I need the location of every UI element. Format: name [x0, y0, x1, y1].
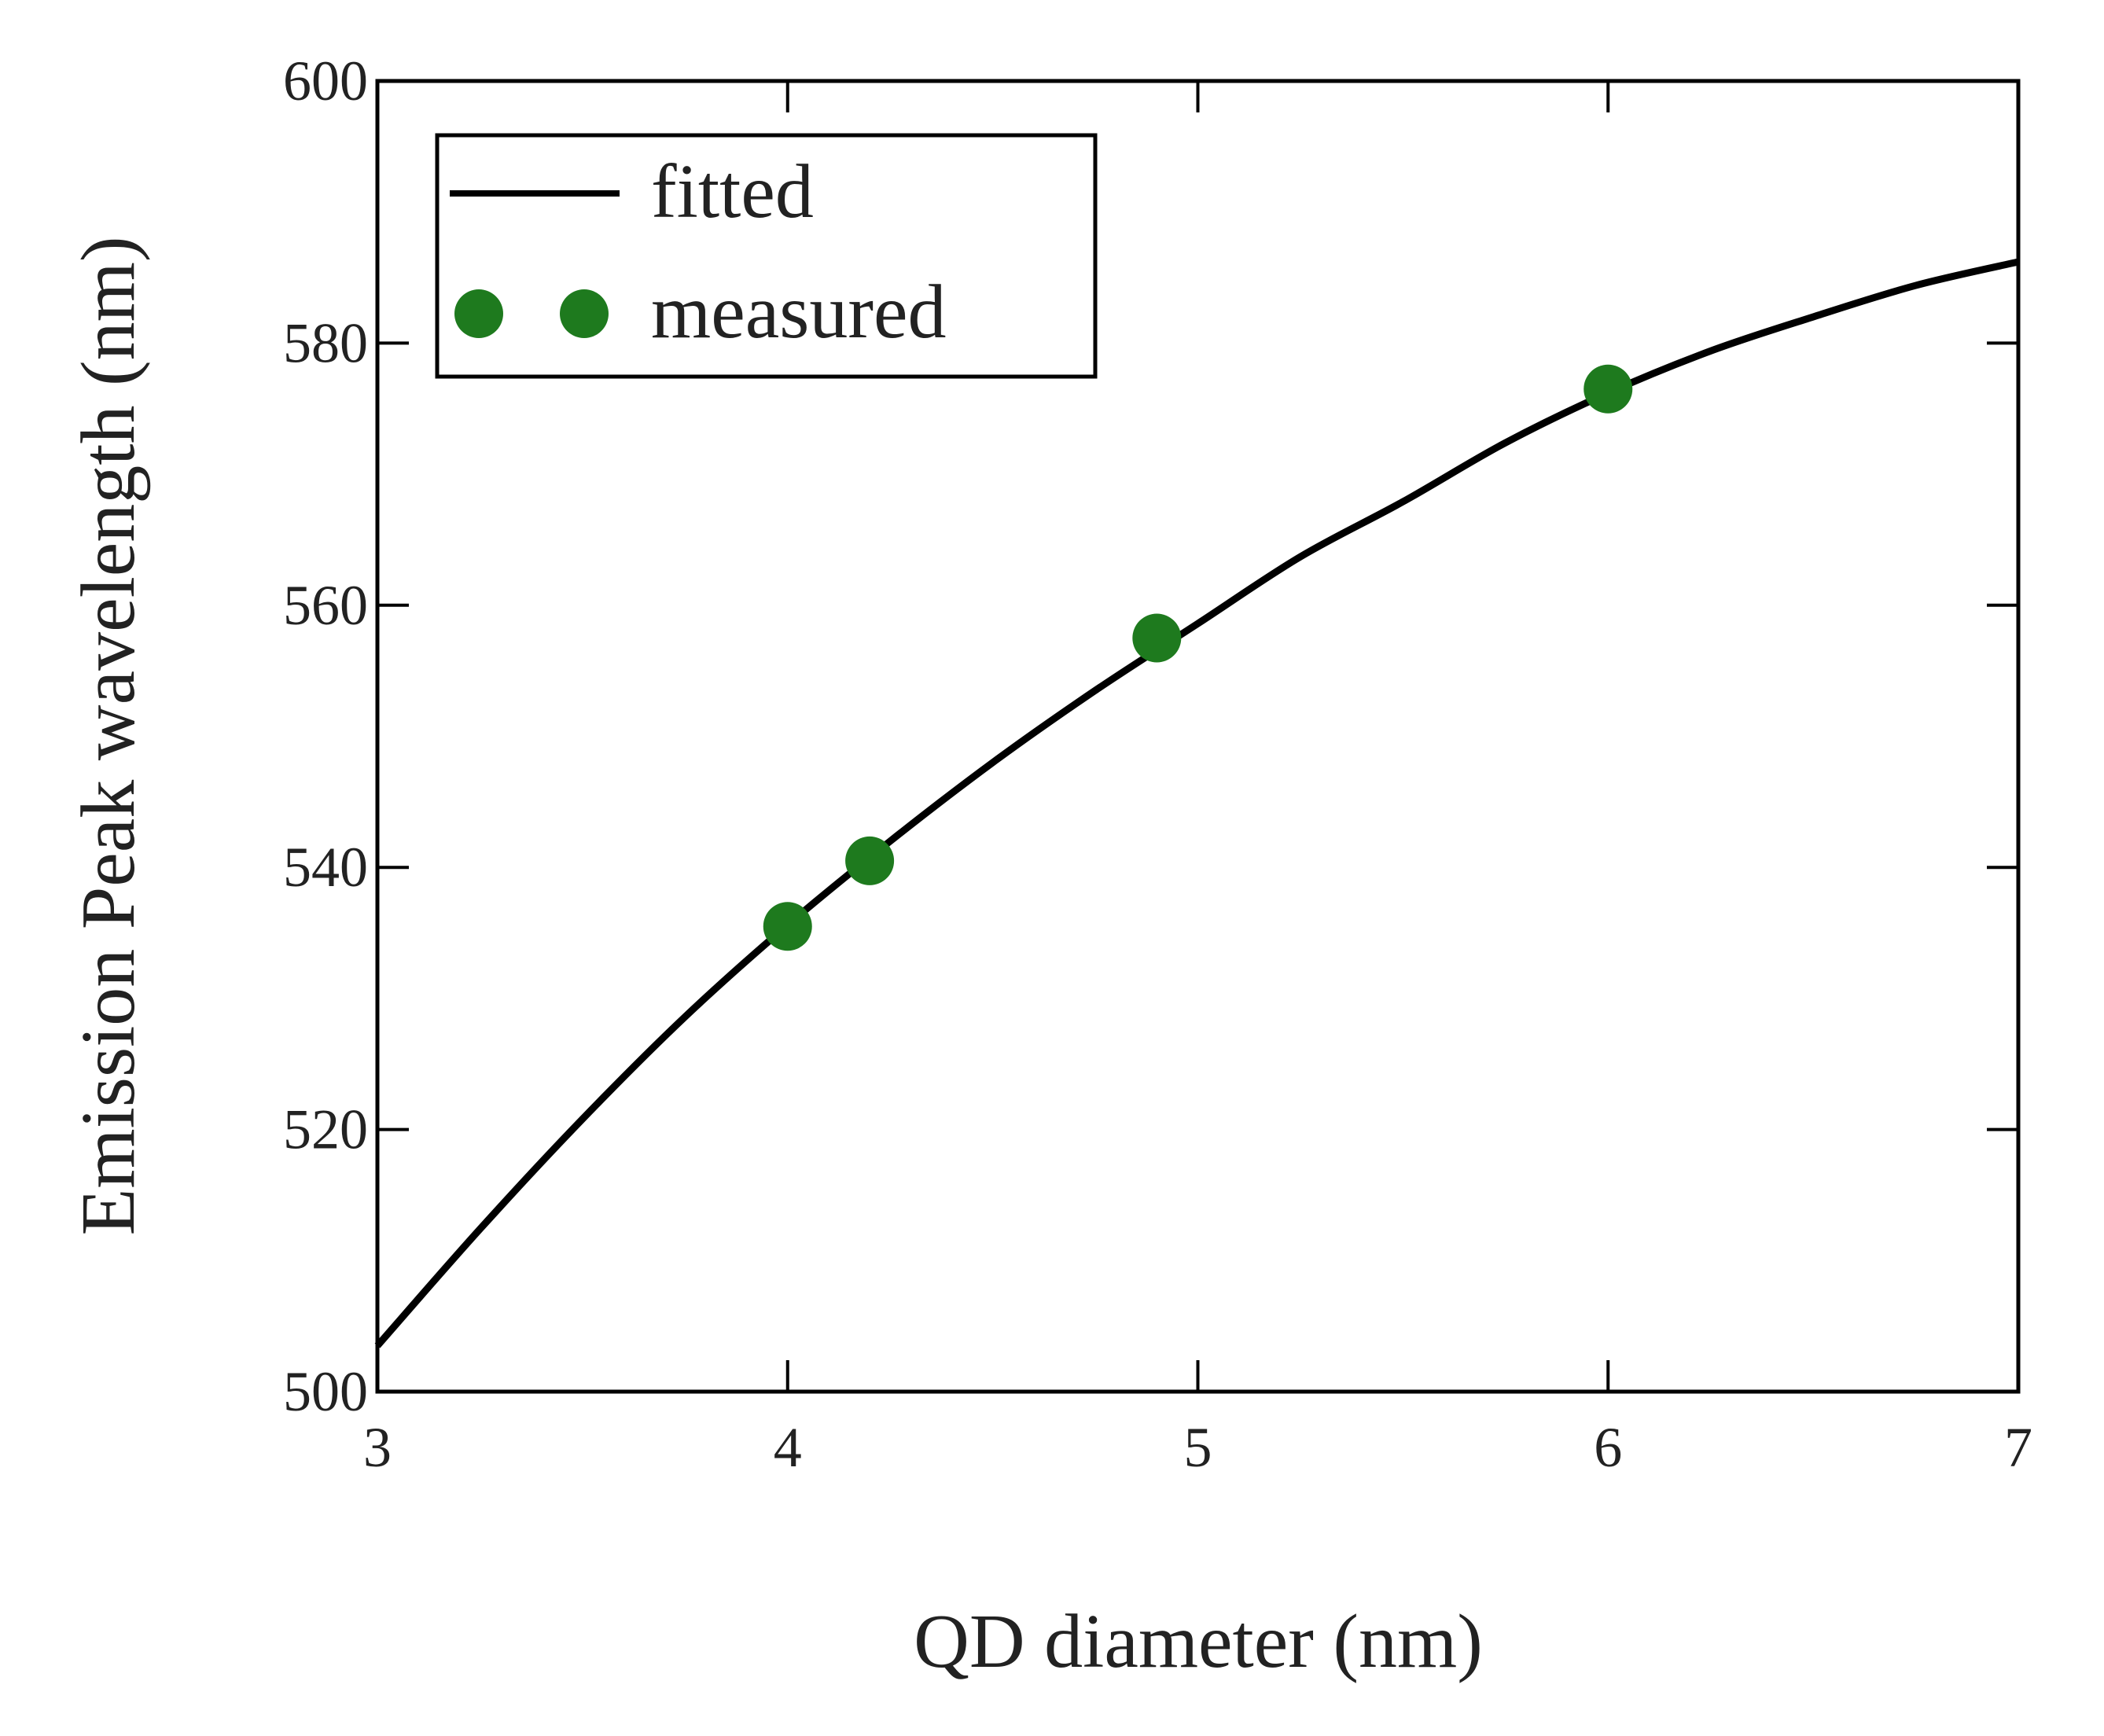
- y-tick-label: 520: [283, 1098, 368, 1161]
- y-tick-label: 500: [283, 1360, 368, 1423]
- data-point-measured: [763, 902, 812, 951]
- data-point-measured: [1584, 364, 1633, 414]
- legend-box: [435, 133, 1098, 379]
- x-tick-label: 6: [1594, 1416, 1622, 1479]
- x-tick-label: 5: [1184, 1416, 1212, 1479]
- legend-label-measured: measured: [651, 270, 947, 355]
- series: [374, 258, 2020, 1348]
- y-tick-label: 580: [283, 311, 368, 374]
- legend-marker-1: [454, 289, 503, 338]
- y-axis-label: Emission Peak wavelength (nm): [66, 236, 151, 1235]
- series-line-fitted: [374, 258, 2020, 1348]
- x-tick-label: 4: [774, 1416, 802, 1479]
- legend-label-fitted: fitted: [651, 149, 814, 234]
- data-point-measured: [845, 836, 895, 885]
- y-tick-label: 560: [283, 574, 368, 637]
- legend-marker-2: [560, 289, 609, 338]
- ticks: 3 4 5 6 7 500 520 540 560 580 600: [283, 50, 2032, 1479]
- data-point-measured: [1132, 613, 1182, 663]
- x-axis-label: QD diameter (nm): [914, 1599, 1483, 1684]
- x-tick-label: 7: [2004, 1416, 2032, 1479]
- y-tick-label: 600: [283, 50, 368, 112]
- y-tick-label: 540: [283, 836, 368, 899]
- legend: fitted measured: [435, 133, 1098, 379]
- x-tick-label: 3: [363, 1416, 392, 1479]
